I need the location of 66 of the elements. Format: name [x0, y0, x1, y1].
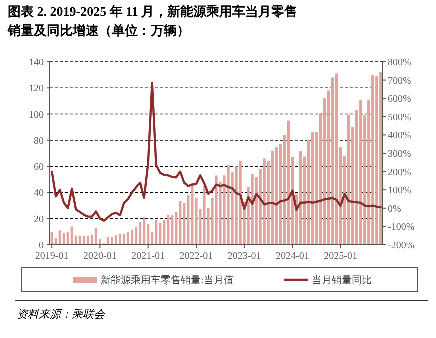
bar [331, 78, 334, 245]
y2-tick-label: 0% [388, 204, 402, 215]
y-tick-label: 0 [39, 240, 44, 252]
y-tick-label: 20 [34, 214, 44, 226]
y-tick-label: 60 [34, 162, 44, 174]
bar [114, 235, 118, 245]
x-tick-label: 2019-01 [35, 251, 69, 262]
bar [215, 176, 218, 245]
bar [380, 72, 382, 245]
y-tick-label: 80 [34, 136, 44, 147]
text: 资料来源：乘联会 [17, 308, 106, 321]
bar [287, 120, 290, 245]
x-tick-label: 2025-01 [324, 251, 358, 262]
y-tick-label: 100 [29, 110, 44, 121]
bar [70, 226, 74, 245]
bar [348, 114, 350, 245]
bar [263, 158, 266, 245]
y2-tick-label: 600% [388, 94, 412, 106]
y2-tick-label: 300% [388, 149, 412, 160]
bar [376, 76, 378, 245]
y2-tick-label: -200% [388, 240, 415, 252]
bar [191, 184, 194, 245]
y2-tick-label: 500% [388, 112, 412, 124]
x-tick-label: 2024-01 [276, 251, 310, 262]
y-tick-label: 140 [29, 58, 44, 68]
y-tick-label: 120 [29, 84, 44, 95]
y2-tick-label: 400% [388, 130, 412, 142]
bar [275, 148, 278, 245]
bar [143, 218, 146, 245]
x-tick-label: 2020-01 [84, 251, 117, 262]
y2-tick-label: -100% [388, 222, 415, 234]
bar [155, 220, 158, 245]
y2-tick-label: 100% [388, 186, 412, 197]
bar [126, 232, 130, 245]
bar [122, 234, 126, 245]
y2-tick-label: 700% [388, 76, 412, 87]
bar [167, 214, 170, 245]
bar [335, 74, 338, 245]
bar [62, 233, 66, 245]
bar [179, 201, 182, 245]
bar [372, 75, 374, 245]
line-series [51, 82, 382, 222]
chart-title: 图表 2. 2019-2025 年 11 月，新能源乘用车当月零售销量及同比增速（单位：万辆） [7, 4, 298, 38]
bar [94, 228, 98, 245]
bar [159, 223, 162, 245]
bar [203, 186, 206, 245]
y2-tick-label: 200% [388, 167, 412, 178]
bar [271, 150, 274, 245]
legend-label: 新能源乘用车零售销量:当月值 [101, 274, 234, 286]
bar [130, 230, 134, 245]
y-tick-label: 40 [34, 188, 44, 200]
bar [50, 232, 54, 245]
bar [171, 216, 174, 245]
y2-tick-label: 800% [388, 58, 412, 68]
bar [106, 237, 110, 245]
legend-label: 当月销量同比 [312, 274, 372, 286]
bar [360, 100, 362, 245]
x-tick-label: 2021-01 [132, 251, 166, 262]
bar [110, 237, 114, 245]
bar [299, 152, 302, 245]
x-tick-label: 2023-01 [228, 251, 262, 262]
bar [58, 230, 62, 245]
bar [227, 165, 230, 245]
x-tick-label: 2022-01 [180, 251, 214, 262]
bar [311, 132, 314, 245]
bar [118, 234, 122, 245]
